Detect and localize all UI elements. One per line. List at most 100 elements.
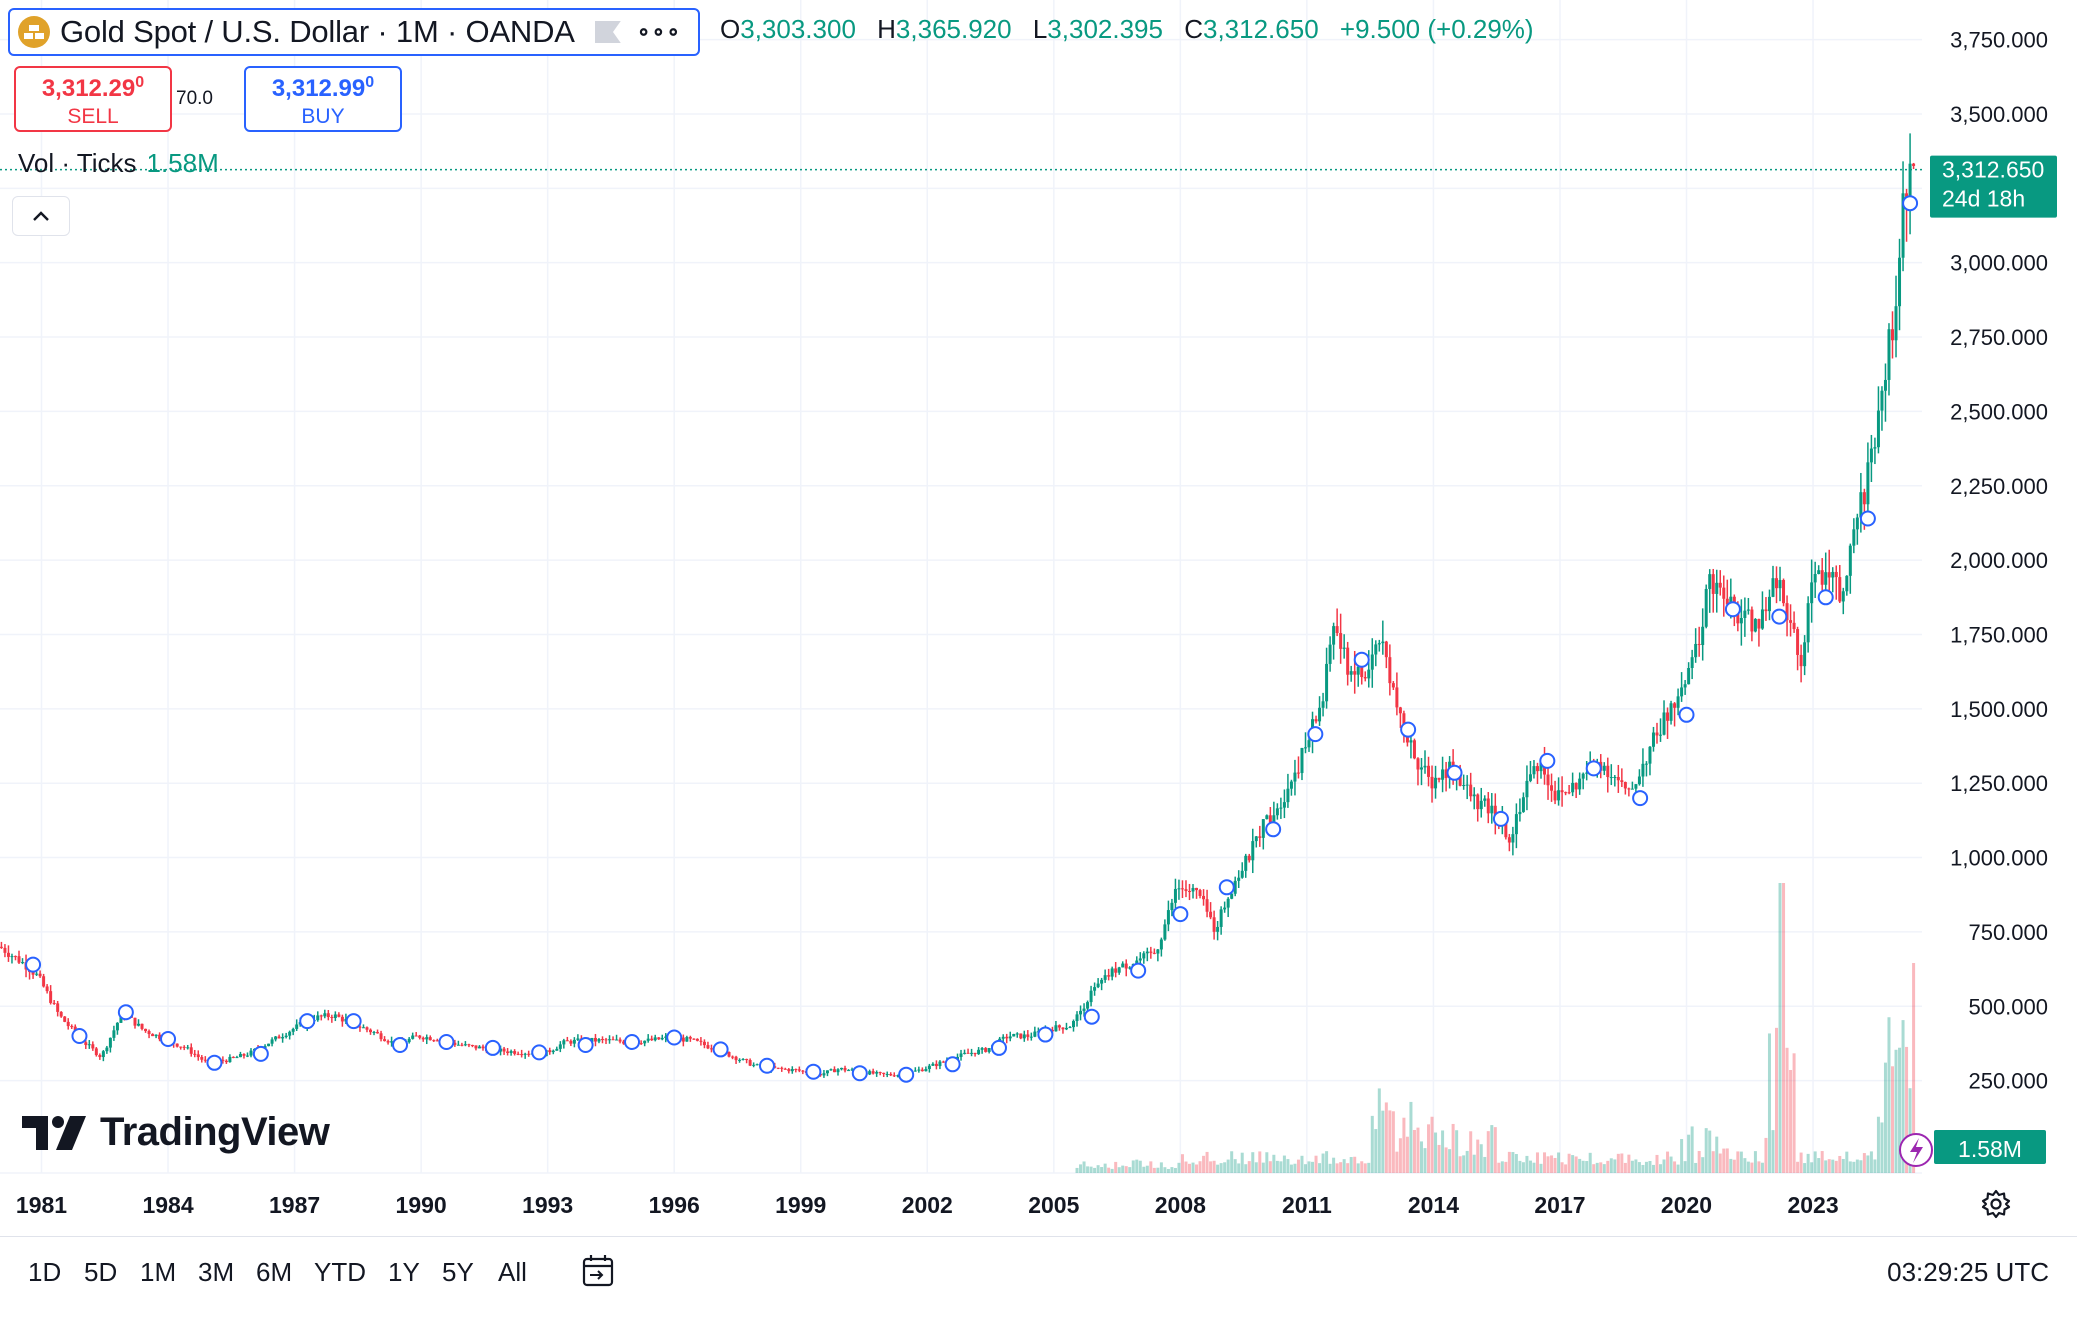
dividend-marker[interactable] [1446,764,1463,781]
volume-bar [1890,1066,1894,1173]
volume-bar [1676,1164,1680,1173]
dividend-marker[interactable] [1218,879,1235,896]
price-tick-label: 2,250.000 [1950,474,2048,499]
candle [1363,671,1367,682]
volume-legend-label: Vol · Ticks [18,148,137,178]
dividend-marker[interactable] [805,1063,822,1080]
range-5y-button[interactable]: 5Y [442,1257,474,1287]
dividend-marker[interactable] [1307,726,1324,743]
dividend-marker[interactable] [71,1028,88,1045]
dividend-marker[interactable] [712,1041,729,1058]
range-1m-button[interactable]: 1M [140,1257,177,1287]
dividend-marker[interactable] [1400,721,1417,738]
candle [1219,906,1223,935]
dividend-marker[interactable] [1539,752,1556,769]
candle [267,1043,271,1047]
range-6m-button[interactable]: 6M [256,1257,293,1287]
volume-bar [1121,1165,1125,1173]
dividend-marker[interactable] [1902,195,1919,212]
volume-bar [1289,1164,1293,1173]
dividend-marker[interactable] [1172,906,1189,923]
dividend-marker[interactable] [25,956,42,973]
dividend-marker[interactable] [851,1065,868,1082]
volume-bar [1216,1164,1220,1173]
dividend-marker[interactable] [1353,651,1370,668]
candle [1082,1003,1086,1017]
price-chart[interactable]: 3,750.0003,500.0003,250.0003,000.0002,75… [0,0,2077,1236]
utc-clock[interactable]: 03:29:25 UTC [1887,1257,2049,1287]
flag-icon[interactable] [594,21,621,43]
dividend-marker[interactable] [1265,821,1282,838]
high-value: 3,365.920 [895,14,1012,44]
volume-bar [1293,1163,1297,1173]
close-value: 3,312.650 [1202,14,1319,44]
dividend-marker[interactable] [666,1029,683,1046]
range-ytd-button[interactable]: YTD [314,1257,366,1287]
dividend-marker[interactable] [1724,601,1741,618]
volume-bar [1363,1163,1367,1173]
candle [562,1038,566,1049]
candle [1507,833,1511,852]
tradingview-logo[interactable]: TradingView [22,1110,330,1155]
dividend-marker[interactable] [1771,608,1788,625]
dividend-marker[interactable] [1817,589,1834,606]
dividend-marker[interactable] [577,1036,594,1053]
dividend-marker[interactable] [160,1030,177,1047]
dividend-marker[interactable] [1037,1026,1054,1043]
dividend-marker[interactable] [1083,1008,1100,1025]
dividend-marker[interactable] [1585,760,1602,777]
candle [681,1034,685,1047]
range-1d-button[interactable]: 1D [28,1257,62,1287]
dividend-marker[interactable] [1859,510,1876,527]
dividend-marker[interactable] [206,1054,223,1071]
candle [1261,819,1265,850]
dividend-marker[interactable] [1492,810,1509,827]
dividend-marker[interactable] [1130,962,1147,979]
dividend-marker[interactable] [345,1013,362,1030]
candle [646,1034,650,1043]
candle [1187,883,1191,901]
candle [1156,948,1160,962]
dividend-marker[interactable] [758,1057,775,1074]
collapse-legend-button[interactable] [12,196,70,236]
dividend-marker[interactable] [1678,706,1695,723]
volume-bar [1585,1161,1589,1173]
lightning-icon[interactable] [1899,1133,1933,1167]
volume-legend[interactable]: Vol · Ticks 1.58M [18,148,219,179]
dividend-marker[interactable] [944,1056,961,1073]
candle [1894,275,1898,358]
candle [1486,792,1490,824]
range-all-button[interactable]: All [498,1257,527,1287]
price-tick-label: 500.000 [1968,994,2048,1019]
candle [281,1033,285,1043]
sell-button[interactable]: 3,312.290 SELL [14,66,172,132]
gear-icon[interactable] [1980,1188,2012,1220]
high-key: H [877,14,896,44]
candle [42,973,46,988]
dividend-marker[interactable] [531,1044,548,1061]
candle [49,985,53,1005]
dividend-marker[interactable] [624,1033,641,1050]
dividend-marker[interactable] [438,1033,455,1050]
more-options-icon[interactable]: ∘∘∘ [636,19,682,44]
dividend-marker[interactable] [990,1039,1007,1056]
candle [1370,638,1374,688]
calendar-icon[interactable] [578,1251,618,1291]
candle [1834,565,1838,600]
range-1y-button[interactable]: 1Y [388,1257,420,1287]
range-5d-button[interactable]: 5D [84,1257,118,1287]
dividend-marker[interactable] [484,1039,501,1056]
dividend-marker[interactable] [117,1004,134,1021]
candle [6,945,10,962]
dividend-marker[interactable] [1632,790,1649,807]
candle [249,1048,253,1058]
dividend-marker[interactable] [299,1013,316,1030]
candle [1887,323,1891,396]
buy-button[interactable]: 3,312.990 BUY [244,66,402,132]
dividend-marker[interactable] [392,1036,409,1053]
range-3m-button[interactable]: 3M [198,1257,235,1287]
dividend-marker[interactable] [252,1045,269,1062]
candle [1789,604,1793,637]
symbol-search-box[interactable]: Gold Spot / U.S. Dollar · 1M · OANDA ∘∘∘ [8,8,700,56]
dividend-marker[interactable] [898,1066,915,1083]
